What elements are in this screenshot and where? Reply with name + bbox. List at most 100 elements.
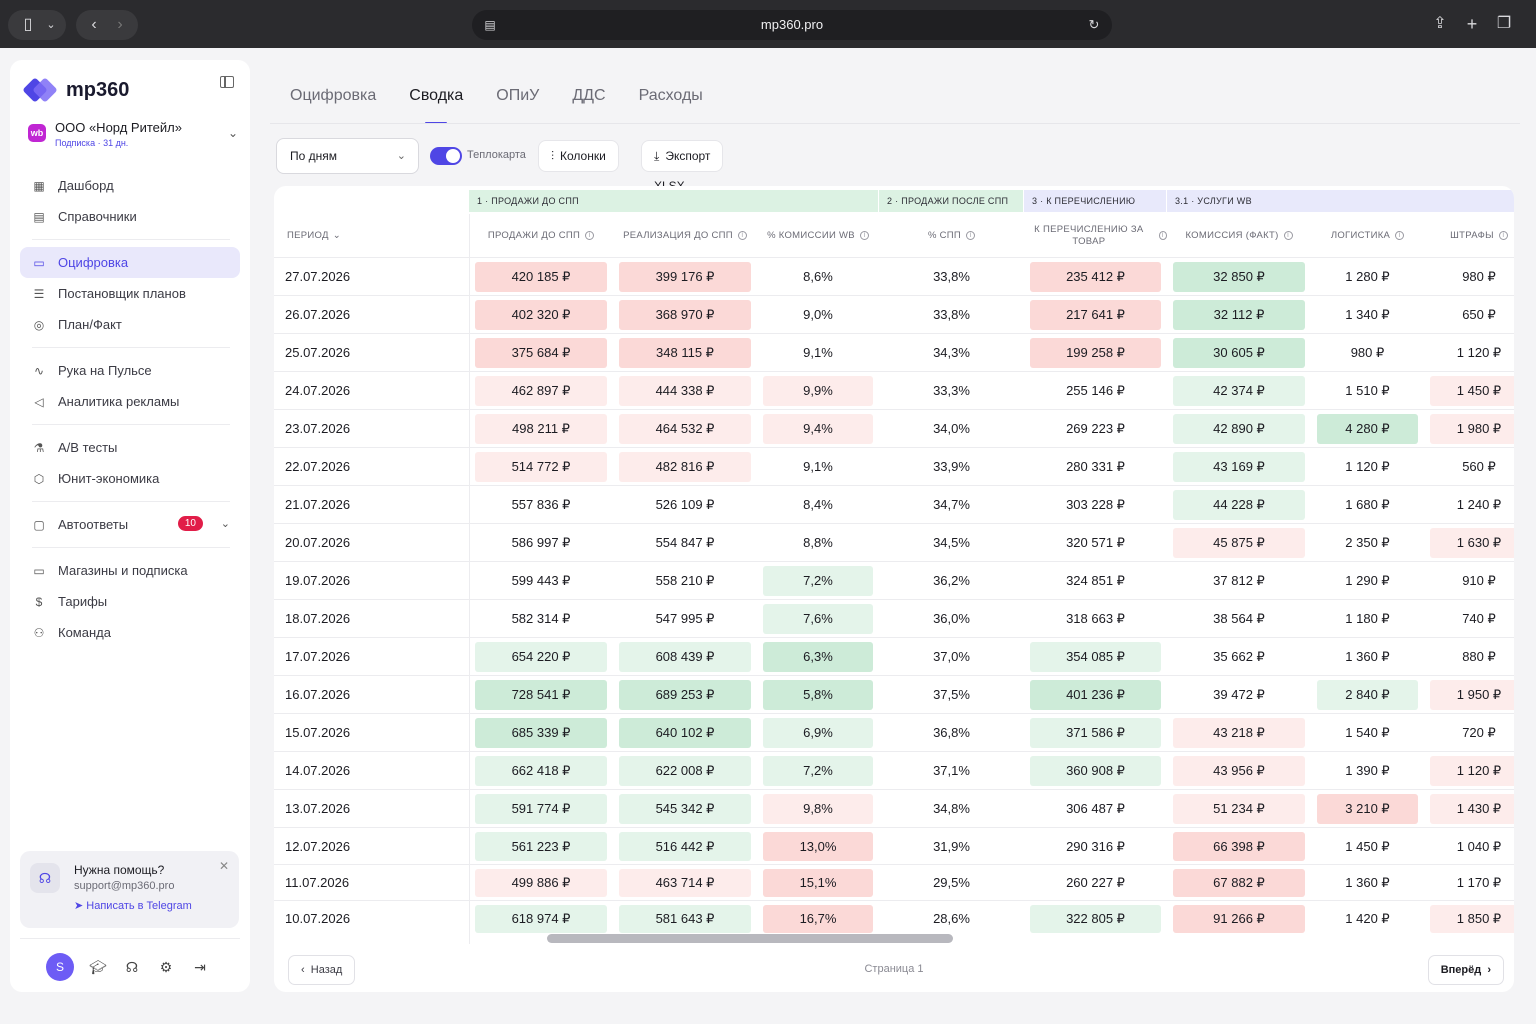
org-switcher[interactable]: wb ООО «Норд Ритейл» Подписка · 31 дн. ⌄ <box>28 118 238 154</box>
forward-icon[interactable]: › <box>117 16 123 33</box>
chevron-down-icon[interactable]: ⌄ <box>220 518 230 530</box>
address-bar[interactable]: ▤ mp360.pro ↻ <box>472 10 1112 40</box>
sidebar-item-pulse[interactable]: ∿ Рука на Пульсе <box>20 355 240 386</box>
sidebar-item-label: Магазины и подписка <box>58 563 188 578</box>
sidebar-item-megaphone[interactable]: ◁ Аналитика рекламы <box>20 386 240 417</box>
sidebar-item-target[interactable]: ◎ План/Факт <box>20 309 240 340</box>
sort-chevron-icon[interactable]: ⌄ <box>332 229 342 241</box>
collapse-sidebar-icon[interactable] <box>220 76 234 88</box>
value-cell: 526 109 ₽ <box>655 497 715 512</box>
info-icon[interactable]: i <box>966 231 976 240</box>
back-icon[interactable]: ‹ <box>91 16 97 33</box>
info-icon[interactable]: i <box>737 231 747 240</box>
next-page-button[interactable]: Вперёд › <box>1427 955 1504 985</box>
value-cell: 37 812 ₽ <box>1213 573 1265 588</box>
value-cell: 402 320 ₽ <box>475 300 607 330</box>
sidebar-item-card[interactable]: ▭ Магазины и подписка <box>20 555 240 586</box>
value-cell: 39 472 ₽ <box>1213 687 1265 702</box>
main-tabs: Оцифровка Сводка ОПиУ ДДС Расходы <box>290 80 703 124</box>
column-header-label: % СПП <box>927 229 962 241</box>
value-cell: 31,9% <box>933 839 970 854</box>
value-cell: 30 605 ₽ <box>1173 338 1305 368</box>
sidebar-item-list[interactable]: ☰ Постановщик планов <box>20 278 240 309</box>
value-cell: 8,4% <box>803 497 833 512</box>
flask-icon: ⚗ <box>33 440 45 455</box>
tab-2[interactable]: ОПиУ <box>496 87 540 104</box>
sidebar-item-users[interactable]: ⚇ Команда <box>20 617 240 648</box>
info-icon[interactable]: i <box>1395 231 1405 240</box>
value-cell: 42 890 ₽ <box>1173 414 1305 444</box>
tab-4[interactable]: Расходы <box>638 87 703 104</box>
sidebar-toggle-button[interactable]: ▯ ⌄ <box>8 10 66 40</box>
reload-icon[interactable]: ↻ <box>1088 17 1100 32</box>
sidebar-icon: ▯ <box>23 16 33 33</box>
column-header-6: КОМИССИЯ (ФАКТ) i <box>1167 214 1311 257</box>
sidebar-item-book[interactable]: ▤ Справочники <box>20 201 240 232</box>
value-cell: 6,9% <box>763 718 873 748</box>
value-cell: 1 680 ₽ <box>1345 497 1390 512</box>
value-cell: 45 875 ₽ <box>1173 528 1305 558</box>
tab-0[interactable]: Оцифровка <box>290 87 377 104</box>
sidebar-item-wallet[interactable]: ▭ Оцифровка <box>20 247 240 278</box>
column-group-1: 1 · ПРОДАЖИ ДО СПП <box>469 190 878 212</box>
column-header-4: % СПП i <box>879 214 1024 257</box>
value-cell: 66 398 ₽ <box>1173 832 1305 861</box>
nav-divider <box>32 347 230 348</box>
close-icon[interactable]: ✕ <box>218 859 229 873</box>
sidebar-item-label: Команда <box>58 625 111 640</box>
column-header-label: К ПЕРЕЧИСЛЕНИЮ ЗА ТОВАР <box>1034 223 1144 247</box>
table-row: 17.07.2026 654 220 ₽ 608 439 ₽ 6,3% 37,0% 354… <box>274 637 1514 675</box>
value-cell: 1 290 ₽ <box>1345 573 1390 588</box>
table-row: 24.07.2026 462 897 ₽ 444 338 ₽ 9,9% 33,3% 255… <box>274 371 1514 409</box>
value-cell: 1 360 ₽ <box>1345 649 1390 664</box>
period-cell: 21.07.2026 <box>285 497 351 512</box>
value-cell: 16,7% <box>763 905 873 933</box>
export-xlsx-button[interactable]: ⤓Экспорт XLSX <box>641 140 724 193</box>
logo[interactable]: mp360 <box>22 72 129 108</box>
sidebar-item-cube[interactable]: ⬡ Юнит-экономика <box>20 463 240 494</box>
help-card: ☊ Нужна помощь? support@mp360.pro ➤ Напи… <box>20 851 239 928</box>
nav-buttons: ‹ › <box>76 10 138 40</box>
new-tab-icon[interactable]: + <box>1466 14 1478 34</box>
telegram-link[interactable]: ➤ Написать в Telegram <box>74 900 192 912</box>
target-icon: ◎ <box>33 317 45 332</box>
columns-button-label: Колонки <box>560 149 606 163</box>
support-email[interactable]: support@mp360.pro <box>74 880 175 892</box>
heatmap-toggle[interactable] <box>430 147 462 165</box>
info-icon[interactable]: i <box>859 231 869 240</box>
graduation-cap-icon[interactable]: 🎓︎ <box>89 958 107 975</box>
prev-page-button[interactable]: ‹ Назад <box>288 955 356 985</box>
value-cell: 980 ₽ <box>1462 269 1496 284</box>
value-cell: 547 995 ₽ <box>655 611 715 626</box>
grid-icon: ▦ <box>33 178 45 193</box>
tabs-overview-icon[interactable]: ❐ <box>1496 15 1512 32</box>
nav-divider <box>32 239 230 240</box>
sliders-icon: ⫶ <box>551 149 555 163</box>
gear-icon[interactable]: ⚙ <box>159 958 173 975</box>
column-header-0[interactable]: ПЕРИОД ⌄ <box>274 214 469 257</box>
tab-1[interactable]: Сводка <box>409 80 463 124</box>
value-cell: 1 170 ₽ <box>1456 875 1502 890</box>
columns-button[interactable]: ⫶ Колонки <box>538 140 619 172</box>
period-cell: 20.07.2026 <box>285 535 351 550</box>
info-icon[interactable]: i <box>1498 231 1508 240</box>
info-icon[interactable]: i <box>1158 231 1167 240</box>
tab-3[interactable]: ДДС <box>572 87 606 104</box>
avatar[interactable]: S <box>46 953 74 981</box>
period-select[interactable]: По дням ⌄ <box>276 138 419 174</box>
sidebar-item-dollar[interactable]: $ Тарифы <box>20 586 240 617</box>
horizontal-scrollbar[interactable] <box>547 934 953 943</box>
period-cell: 15.07.2026 <box>285 725 351 740</box>
share-icon[interactable]: ⇪ <box>1433 15 1447 32</box>
info-icon[interactable]: i <box>1283 231 1293 240</box>
column-header-label: ПРОДАЖИ ДО СПП <box>487 229 581 241</box>
headset-icon[interactable]: ☊ <box>125 958 139 975</box>
logout-icon[interactable]: ⇥ <box>194 958 206 975</box>
info-icon[interactable]: i <box>585 231 595 240</box>
value-cell: 9,1% <box>803 345 833 360</box>
sidebar-item-flask[interactable]: ⚗ A/B тесты <box>20 432 240 463</box>
column-header-1: ПРОДАЖИ ДО СПП i <box>469 214 613 257</box>
sidebar-item-grid[interactable]: ▦ Дашборд <box>20 170 240 201</box>
sidebar-footer: S 🎓︎ ☊ ⚙ ⇥ <box>46 953 210 981</box>
sidebar-item-chat[interactable]: ▢ Автоответы 10 ⌄ <box>20 509 240 540</box>
